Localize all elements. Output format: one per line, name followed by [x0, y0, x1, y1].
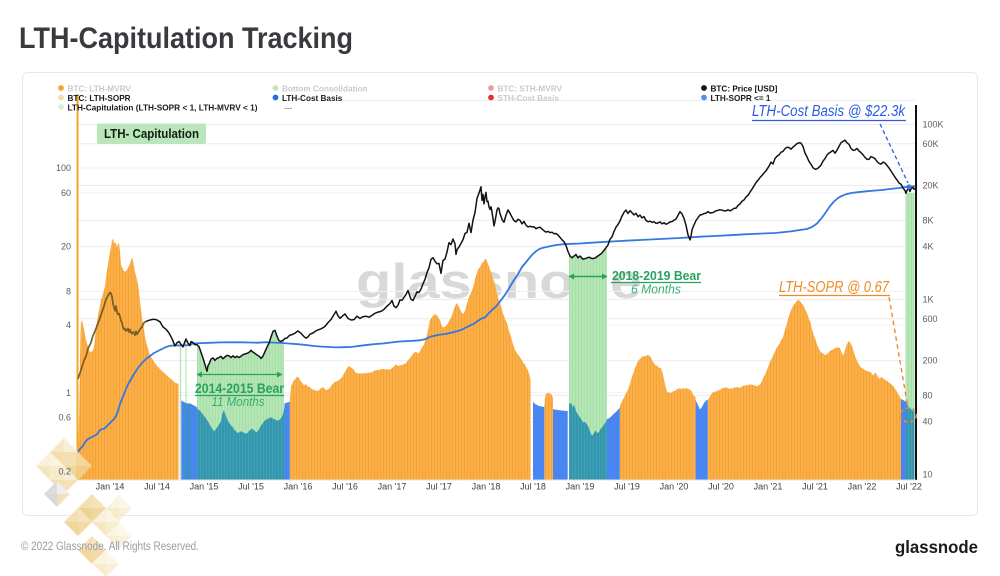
svg-text:2018-2019 Bear: 2018-2019 Bear	[612, 268, 701, 283]
svg-text:LTH- Capitulation: LTH- Capitulation	[104, 127, 199, 141]
svg-text:4: 4	[66, 320, 71, 330]
svg-text:Jan '19: Jan '19	[566, 482, 595, 492]
svg-text:Jan '21: Jan '21	[754, 482, 783, 492]
svg-text:600: 600	[923, 314, 938, 324]
svg-text:LTH-Cost Basis: LTH-Cost Basis	[282, 94, 343, 103]
svg-text:Jul '21: Jul '21	[802, 482, 828, 492]
svg-text:Jul '19: Jul '19	[614, 482, 640, 492]
svg-text:Jan '15: Jan '15	[190, 482, 219, 492]
svg-text:200: 200	[923, 356, 938, 366]
svg-text:10: 10	[923, 469, 933, 479]
svg-text:Jul '16: Jul '16	[332, 482, 358, 492]
svg-text:60: 60	[61, 188, 71, 198]
svg-text:1: 1	[66, 388, 71, 398]
svg-text:Jan '16: Jan '16	[284, 482, 313, 492]
svg-text:80: 80	[923, 390, 933, 400]
svg-text:60K: 60K	[923, 139, 939, 149]
svg-text:2014-2015 Bear: 2014-2015 Bear	[195, 380, 284, 396]
svg-text:glassnode: glassnode	[895, 537, 978, 557]
svg-text:0.6: 0.6	[58, 413, 71, 423]
svg-text:Jul '15: Jul '15	[238, 482, 264, 492]
svg-text:© 2022 Glassnode. All Rights R: © 2022 Glassnode. All Rights Reserved.	[21, 541, 199, 553]
svg-text:Jul '18: Jul '18	[520, 482, 546, 492]
svg-text:Jan '22: Jan '22	[848, 482, 877, 492]
svg-text:LTH-SOPR <= 1: LTH-SOPR <= 1	[711, 94, 771, 103]
svg-text:Jan '20: Jan '20	[660, 482, 689, 492]
svg-text:BTC: LTH-SOPR: BTC: LTH-SOPR	[68, 94, 131, 103]
svg-text:LTH-Capitulation Tracking: LTH-Capitulation Tracking	[19, 22, 353, 55]
svg-text:8: 8	[66, 286, 71, 296]
svg-text:BTC: Price [USD]: BTC: Price [USD]	[711, 84, 778, 93]
svg-text:Jan '17: Jan '17	[378, 482, 407, 492]
svg-text:---: ---	[284, 103, 292, 112]
svg-text:20K: 20K	[923, 181, 939, 191]
svg-text:11 Months: 11 Months	[212, 394, 265, 409]
svg-text:Jul '17: Jul '17	[426, 482, 452, 492]
svg-text:BTC: STH-MVRV: BTC: STH-MVRV	[498, 84, 563, 93]
svg-text:20: 20	[61, 242, 71, 252]
svg-text:100: 100	[56, 163, 71, 173]
svg-text:Jul '22: Jul '22	[896, 482, 922, 492]
svg-text:Jul '14: Jul '14	[144, 482, 170, 492]
svg-text:LTH-SOPR @ 0.67: LTH-SOPR @ 0.67	[779, 279, 890, 296]
svg-text:BTC: LTH-MVRV: BTC: LTH-MVRV	[68, 84, 132, 93]
svg-text:Jan '14: Jan '14	[96, 482, 125, 492]
svg-text:40: 40	[923, 417, 933, 427]
svg-text:100K: 100K	[923, 119, 944, 129]
svg-text:8K: 8K	[923, 215, 934, 225]
svg-text:Jul '20: Jul '20	[708, 482, 734, 492]
svg-text:4K: 4K	[923, 242, 934, 252]
svg-text:LTH-Cost Basis @ $22.3k: LTH-Cost Basis @ $22.3k	[752, 103, 906, 120]
svg-text:0.2: 0.2	[58, 466, 71, 476]
svg-text:6 Months: 6 Months	[631, 283, 681, 297]
svg-text:Bottom Consolidation: Bottom Consolidation	[282, 84, 368, 93]
svg-text:LTH-Capitulation (LTH-SOPR < 1: LTH-Capitulation (LTH-SOPR < 1, LTH-MVRV…	[68, 103, 258, 112]
svg-text:1K: 1K	[923, 294, 934, 304]
svg-text:Jan '18: Jan '18	[472, 482, 501, 492]
svg-text:STH-Cost Basis: STH-Cost Basis	[498, 94, 560, 103]
